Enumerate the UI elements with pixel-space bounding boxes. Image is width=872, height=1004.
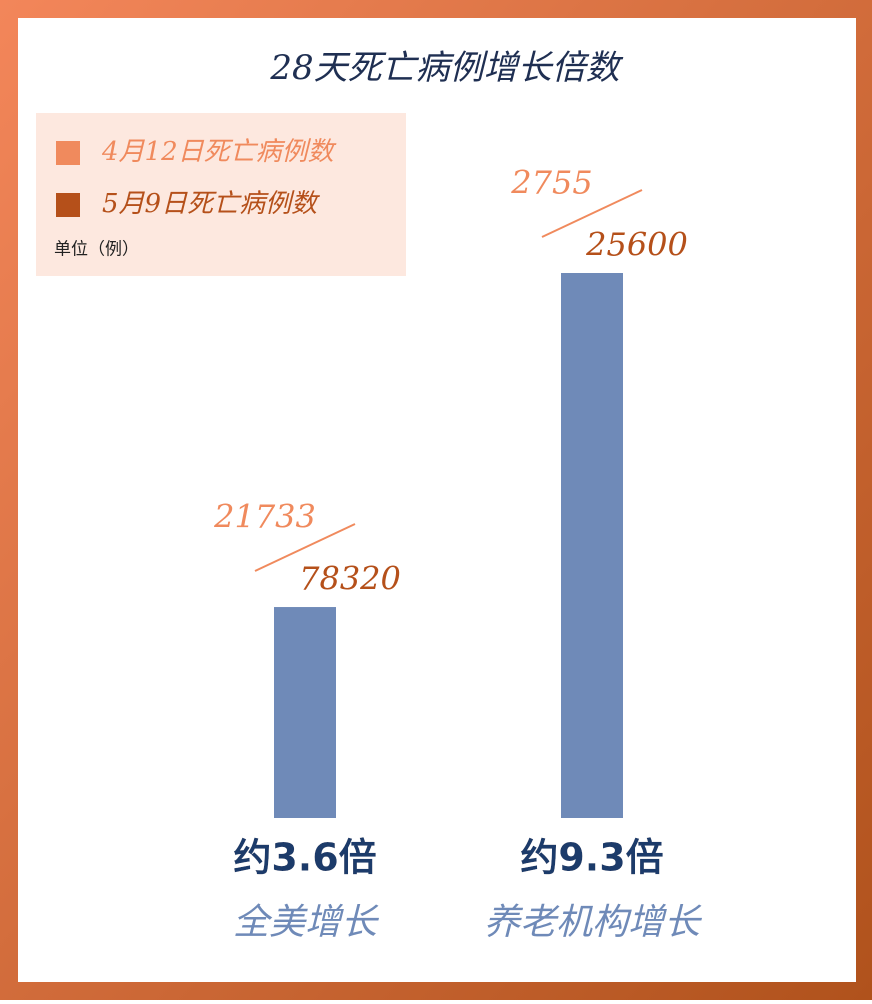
count-label: 2755 xyxy=(510,164,592,202)
count-label: 25600 xyxy=(585,226,688,264)
unit-label: 单位（例） xyxy=(54,240,139,260)
legend-swatch xyxy=(56,141,80,165)
value-label: 约9.3倍 xyxy=(520,836,663,880)
legend-label: 4月12日死亡病例数 xyxy=(101,137,337,167)
legend xyxy=(36,113,406,276)
chart-title: 28天死亡病例增长倍数 xyxy=(269,48,623,88)
count-label: 21733 xyxy=(213,498,316,536)
category-label: 养老机构增长 xyxy=(484,902,703,943)
category-label: 全美增长 xyxy=(233,902,380,943)
slash xyxy=(541,189,643,238)
slash xyxy=(254,523,356,572)
bar xyxy=(274,607,336,818)
legend-label: 5月9日死亡病例数 xyxy=(102,189,320,219)
bar xyxy=(561,273,623,818)
legend-swatch xyxy=(56,193,80,217)
count-label: 78320 xyxy=(299,560,401,598)
value-label: 约3.6倍 xyxy=(233,836,376,880)
